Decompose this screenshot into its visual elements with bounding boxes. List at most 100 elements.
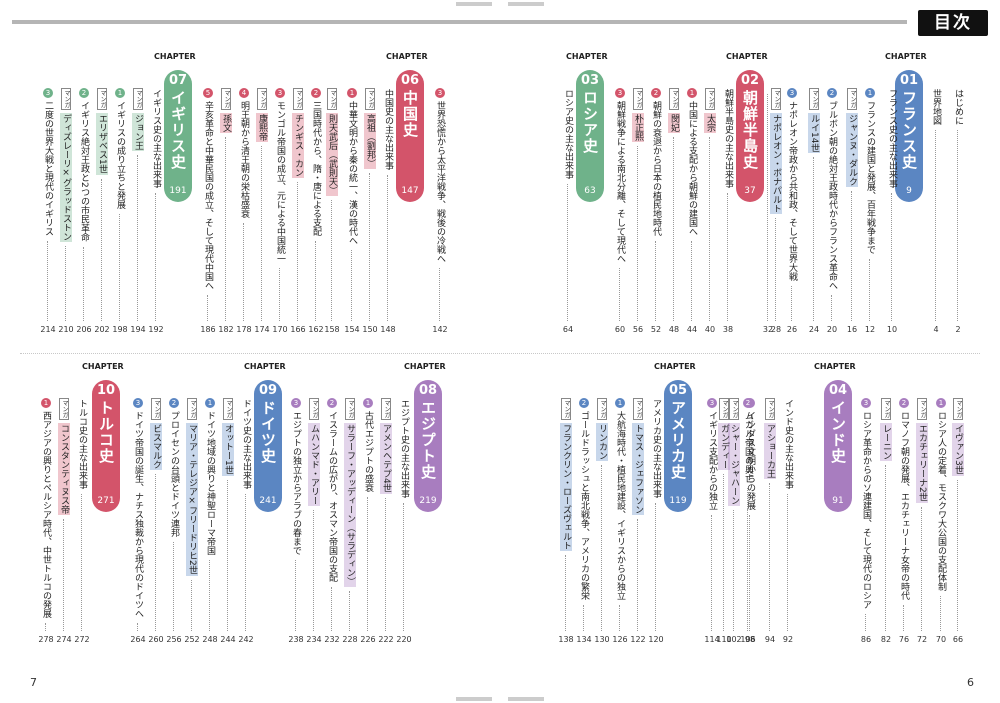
chapter-label: CHAPTER — [726, 52, 768, 61]
entry-page: 244 — [220, 635, 236, 644]
entry-page: 234 — [306, 635, 322, 644]
entry-title: イスラームの広がり、オスマン帝国の支配 — [327, 411, 337, 582]
chapter-number: 03 — [580, 73, 600, 88]
entry-text: マンガ エリザベス1世 — [96, 88, 108, 175]
dotted-leader — [225, 137, 226, 321]
binding-mark — [456, 697, 492, 701]
dotted-leader — [813, 157, 814, 321]
dotted-leader — [565, 555, 566, 631]
section-bullet: 1 — [936, 398, 946, 408]
entry-text: マンガ 朴正熙 — [632, 88, 644, 142]
chapter-page: 147 — [401, 186, 419, 196]
manga-tag: マンガ — [917, 398, 927, 420]
entry-page: 40 — [704, 325, 716, 334]
chapter-label: CHAPTER — [814, 362, 856, 371]
chapter-label: CHAPTER — [154, 52, 196, 61]
entry-page: 166 — [290, 325, 306, 334]
entry-text: マンガ ルイ14世 — [808, 88, 820, 154]
chapter-page: 63 — [584, 186, 596, 196]
entry-text: 1 ロシア人の定着、モスクワ大公国の支配体制 — [935, 398, 947, 592]
dotted-leader — [83, 246, 84, 321]
entry-title: モンゴル帝国の成立、元による中国統一 — [275, 101, 285, 263]
entry-title: ルイ14世 — [808, 113, 820, 154]
chapter-page: 37 — [744, 186, 756, 196]
dotted-leader — [331, 587, 332, 631]
binding-mark — [508, 697, 544, 701]
entry-title: 世界地図 — [931, 89, 941, 125]
entry-title: 西アジアの興りとペルシア時代、中世トルコの発展 — [41, 411, 51, 618]
entry-page: 148 — [380, 325, 396, 334]
dotted-leader — [619, 268, 620, 321]
section-bullet: 3 — [861, 398, 871, 408]
entry-title: 太宗 — [704, 113, 716, 133]
entry-text: マンガ フランクリン・ローズヴェルト — [560, 398, 572, 551]
dotted-leader — [749, 515, 750, 631]
section-bullet: 2 — [743, 398, 753, 408]
chapter-badge: 02 朝鮮半島史 37 — [736, 70, 764, 202]
entry-page: 260 — [148, 635, 164, 644]
dotted-leader — [957, 130, 958, 321]
entry-text: マンガ 康熙帝 — [256, 88, 268, 142]
entry-title: ディズレーリ×グラッドストン — [60, 113, 72, 242]
entry-page: 72 — [916, 635, 928, 644]
manga-tag: マンガ — [705, 88, 715, 110]
entry-page: 186 — [200, 325, 216, 334]
entry-text: インド史の主な出来事 — [782, 398, 794, 490]
dotted-leader — [903, 605, 904, 631]
dotted-leader — [885, 465, 886, 631]
dotted-leader — [869, 259, 870, 321]
manga-tag: マンガ — [381, 398, 391, 420]
entry-text: 3 朝鮮戦争による南北分離、そして現代へ — [614, 88, 626, 264]
entry-title: フランス史の主な出来事 — [887, 89, 897, 188]
entry-text: 1 フランスの建国と発展、百年戦争まで — [864, 88, 876, 255]
entry-page: 106 — [740, 635, 756, 644]
entry-page: 222 — [378, 635, 394, 644]
entry-text: マンガ シャー・ジャハーン — [728, 398, 740, 506]
entry-title: 二度の世界大戦と現代のイギリス — [43, 101, 53, 236]
section-bullet: 3 — [133, 398, 143, 408]
entry-text: ドイツ史の主な出来事 — [240, 398, 252, 490]
entry-page: 122 — [630, 635, 646, 644]
entry-title: ビスマルク — [150, 423, 162, 470]
dotted-leader — [349, 591, 350, 631]
dotted-leader — [767, 94, 768, 321]
entry-title: ガンディー — [718, 423, 730, 470]
entry-text: マンガ 太宗 — [704, 88, 716, 133]
manga-tag: マンガ — [633, 88, 643, 110]
entry-text: 1 古代エジプトの盛衰 — [362, 398, 374, 493]
entry-page: 154 — [344, 325, 360, 334]
entry-page: 256 — [166, 635, 182, 644]
dotted-leader — [155, 193, 156, 321]
entry-text: マンガ ガンディー — [718, 398, 730, 470]
entry-page: 38 — [722, 325, 734, 334]
entry-title: トマス・ジェファソン — [632, 423, 644, 515]
binding-mark — [456, 2, 492, 6]
chapter-title: アメリカ史 — [669, 400, 687, 480]
entry-page: 192 — [148, 325, 164, 334]
entry-page: 182 — [218, 325, 234, 334]
entry-page: 174 — [254, 325, 270, 334]
entry-page: 24 — [808, 325, 820, 334]
dotted-leader — [723, 474, 724, 631]
dotted-leader — [691, 241, 692, 321]
manga-tag: マンガ — [719, 398, 729, 420]
entry-text: 3 ナポレオン帝政から共和政、そして世界大戦 — [786, 88, 798, 282]
manga-tag: マンガ — [597, 398, 607, 420]
manga-tag: マンガ — [345, 398, 355, 420]
entry-page: 274 — [56, 635, 72, 644]
entry-page: 110 — [716, 635, 732, 644]
entry-page: 248 — [202, 635, 218, 644]
entry-text: マンガ サラーフ・アッディーン（サラディン） — [344, 398, 356, 587]
entry-page: 142 — [432, 325, 448, 334]
entry-title: 明王朝から清王朝の栄枯盛衰 — [239, 101, 249, 218]
chapter-number: 02 — [740, 73, 760, 88]
entry-title: イギリス支配からの独立 — [707, 411, 717, 510]
chapter-badge: 06 中国史 147 — [396, 70, 424, 202]
entry-page: 214 — [40, 325, 56, 334]
dotted-leader — [47, 241, 48, 321]
entry-text: イギリス史の主な出来事 — [150, 88, 162, 189]
section-bullet: 1 — [865, 88, 875, 98]
entry-title: トルコ史の主な出来事 — [77, 399, 87, 489]
entry-text: 1 イギリスの成り立ちと発展 — [114, 88, 126, 210]
entry-text: 1 ドイツ地域の興りと神聖ローマ帝国 — [204, 398, 216, 556]
